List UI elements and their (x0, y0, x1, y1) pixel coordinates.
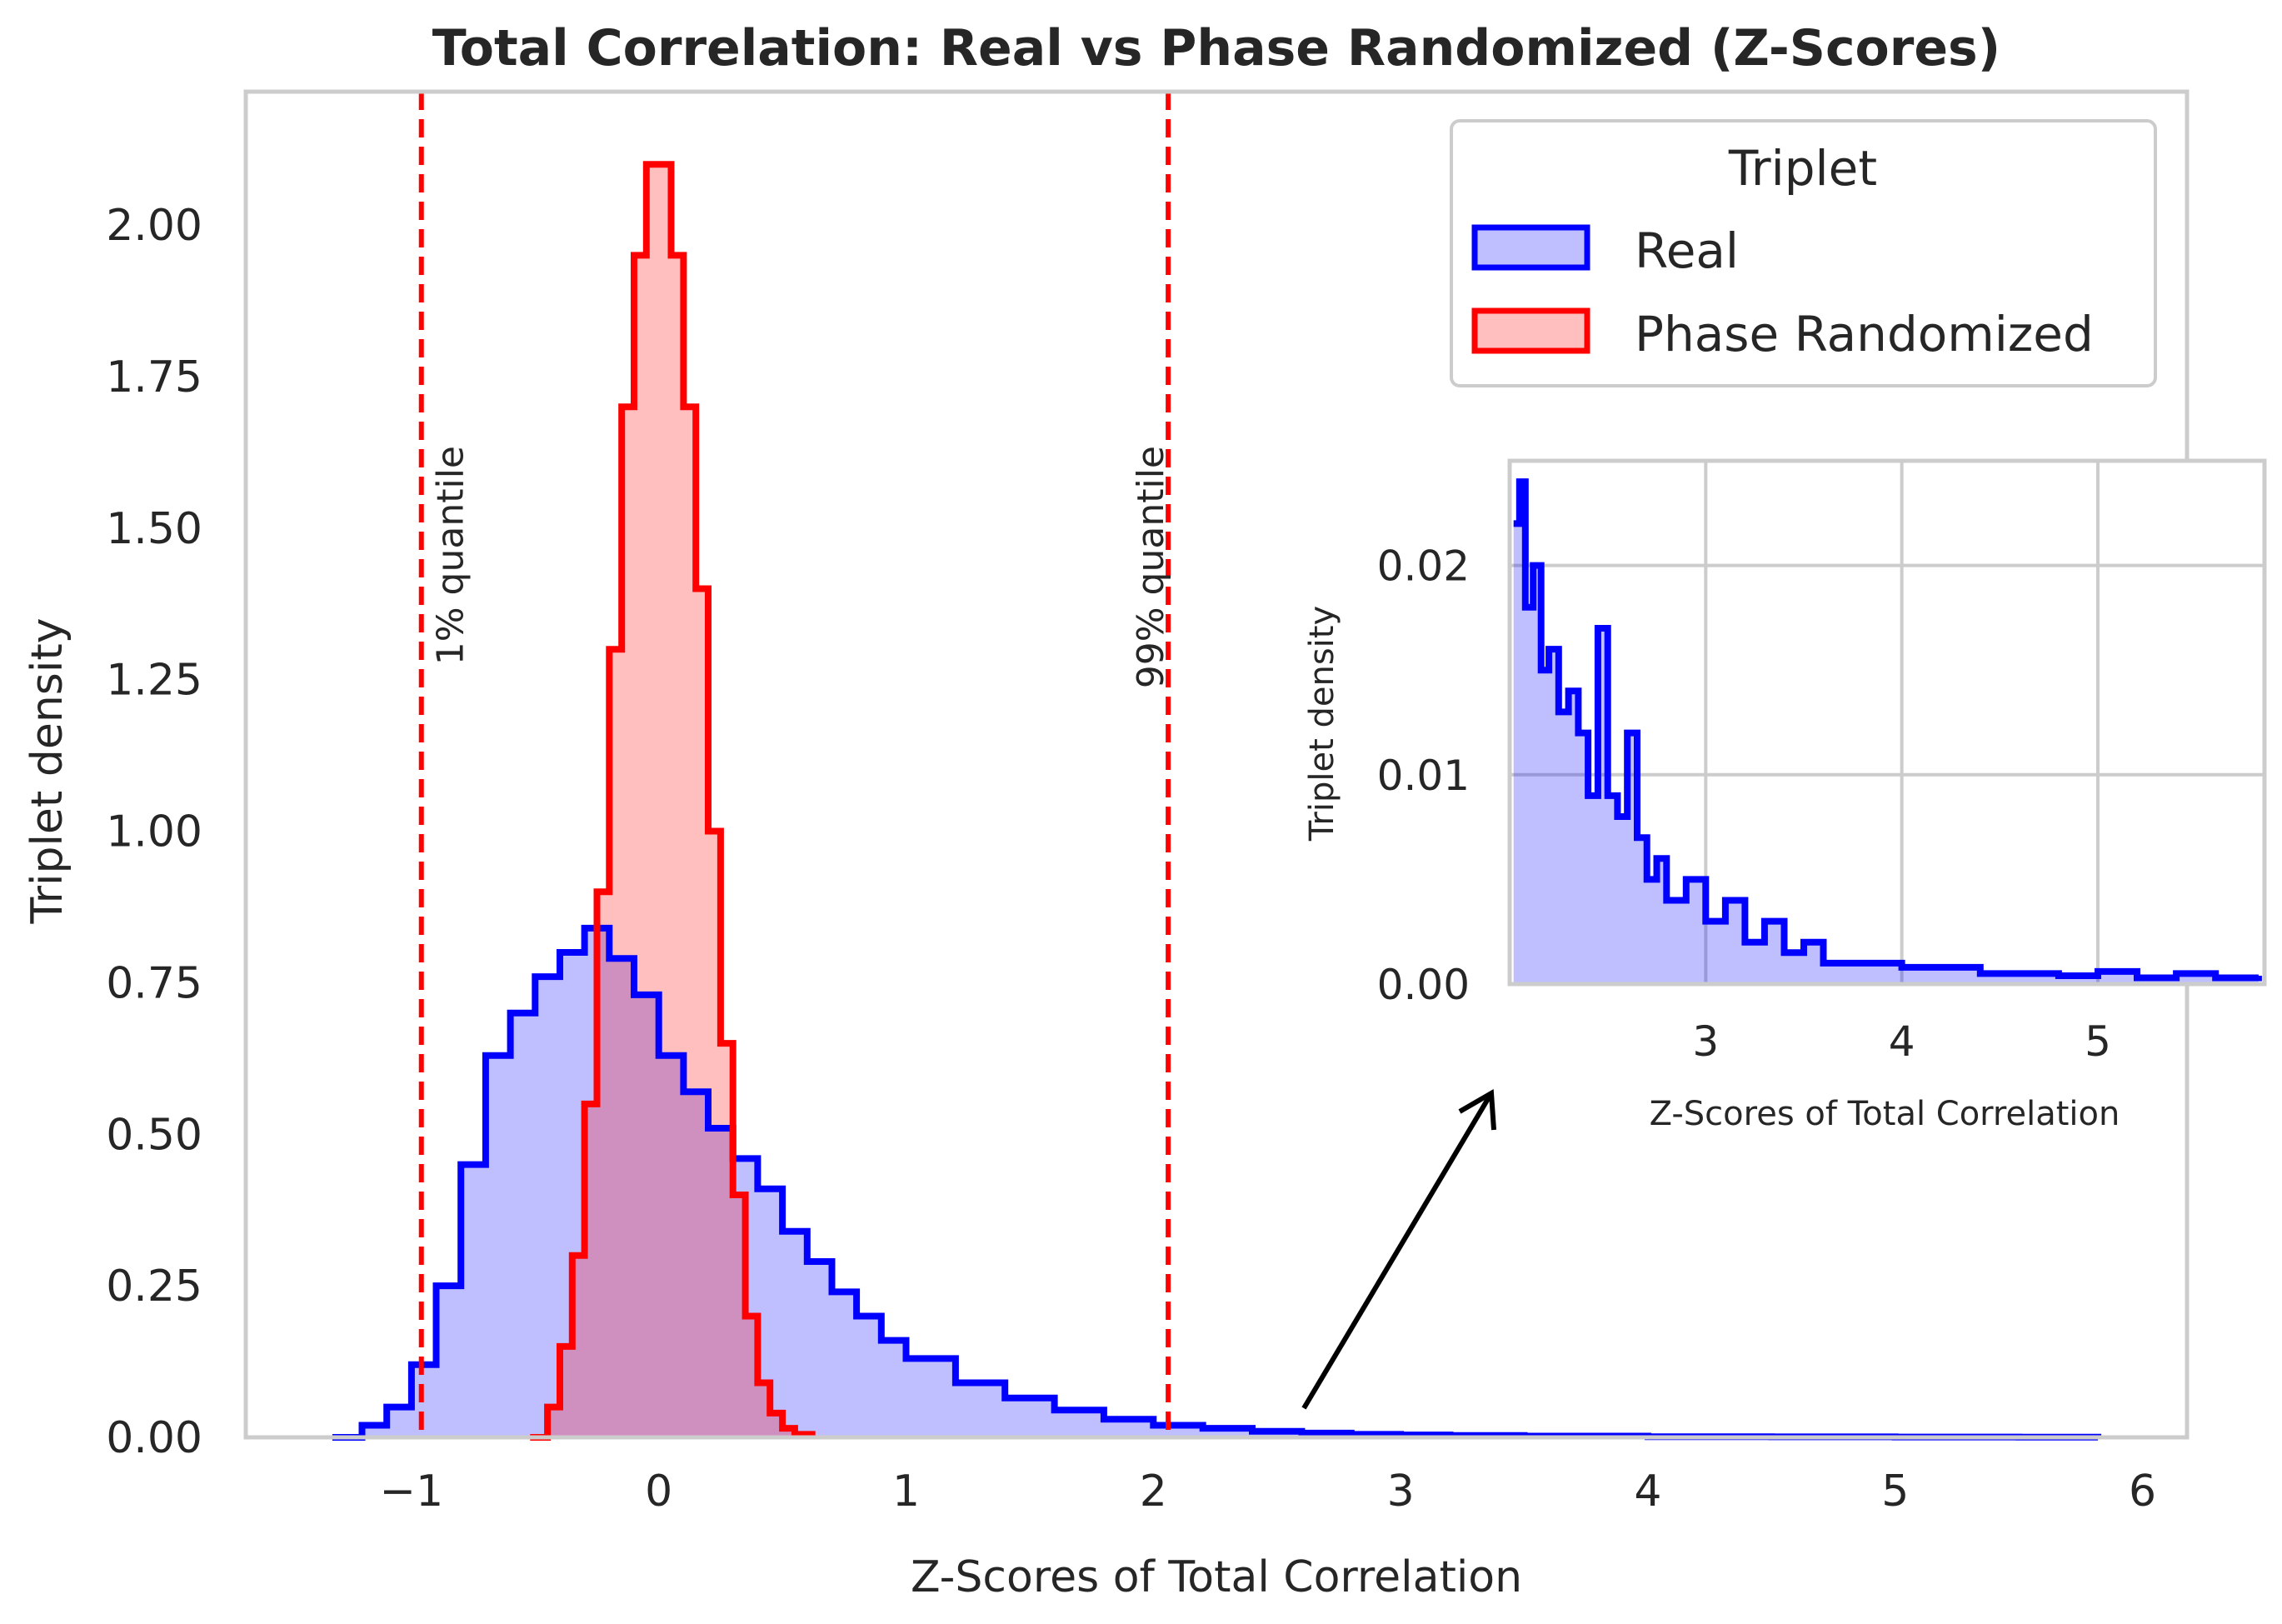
main-y-tick-label-7: 1.75 (106, 352, 202, 402)
main-x-tick-label-0: −1 (380, 1467, 444, 1517)
main-y-tick-label-3: 0.75 (106, 958, 202, 1008)
main-x-tick-label-1: 0 (645, 1467, 672, 1517)
inset-axes-frame (1507, 458, 2267, 987)
main-x-tick-label-2: 1 (892, 1467, 920, 1517)
zoom-arrow-shaft (1301, 1092, 1494, 1410)
inset-y-tick-label-1: 0.01 (1377, 752, 1470, 800)
legend-frame (1450, 119, 2157, 387)
main-series-1-area (530, 164, 812, 1437)
main-series-0-area (332, 927, 2099, 1437)
legend-swatch-phase-randomized (1471, 307, 1590, 354)
inset-x-tick-label-1: 4 (1889, 1017, 1915, 1066)
main-reference-label-1: 99% quantile (1130, 446, 1172, 688)
y-axis-label: Triplet density (22, 618, 72, 925)
main-y-tick-label-4: 1.00 (106, 807, 202, 857)
main-y-tick-label-2: 0.50 (106, 1110, 202, 1160)
main-y-tick-label-8: 2.00 (106, 201, 202, 251)
zoom-arrow (1301, 1088, 1496, 1410)
inset-plot-area (1510, 461, 2265, 984)
main-y-tick-label-6: 1.50 (106, 504, 202, 554)
inset-series-0-line (1513, 478, 2262, 982)
main-series-1-line (530, 161, 816, 1441)
main-series-0-line (332, 924, 2102, 1441)
inset-x-tick-label-0: 3 (1692, 1017, 1719, 1066)
inset-y-tick-label-2: 0.02 (1377, 542, 1470, 591)
legend-label-phase-randomized: Phase Randomized (1635, 306, 2094, 362)
inset-plot: 3 4 5 0.00 0.01 0.02 (1377, 458, 2267, 1066)
main-x-tick-label-6: 5 (1881, 1467, 1909, 1517)
legend-label-real: Real (1635, 222, 1739, 279)
inset-x-axis-label: Z-Scores of Total Correlation (1650, 1095, 2120, 1133)
main-y-tick-label-1: 0.25 (106, 1262, 202, 1312)
legend-title: Triplet (1728, 140, 1877, 197)
legend: Triplet Real Phase Randomized (1450, 119, 2157, 387)
main-y-tick-label-5: 1.25 (106, 656, 202, 706)
chart-title: Total Correlation: Real vs Phase Randomi… (432, 19, 2000, 77)
main-x-tick-label-7: 6 (2129, 1467, 2156, 1517)
inset-series-0-area (1513, 482, 2259, 984)
x-axis-label: Z-Scores of Total Correlation (911, 1552, 1522, 1602)
main-x-tick-label-5: 4 (1634, 1467, 1661, 1517)
main-reference-label-0: 1% quantile (430, 446, 472, 665)
inset-y-tick-label-0: 0.00 (1377, 961, 1470, 1009)
main-x-tick-label-4: 3 (1387, 1467, 1415, 1517)
main-x-tick-label-3: 2 (1140, 1467, 1167, 1517)
legend-swatch-real (1471, 224, 1590, 271)
main-y-tick-label-0: 0.00 (106, 1413, 202, 1463)
inset-x-tick-label-2: 5 (2085, 1017, 2111, 1066)
inset-y-axis-label: Triplet density (1303, 606, 1341, 842)
zoom-arrow-head (1458, 1088, 1496, 1131)
